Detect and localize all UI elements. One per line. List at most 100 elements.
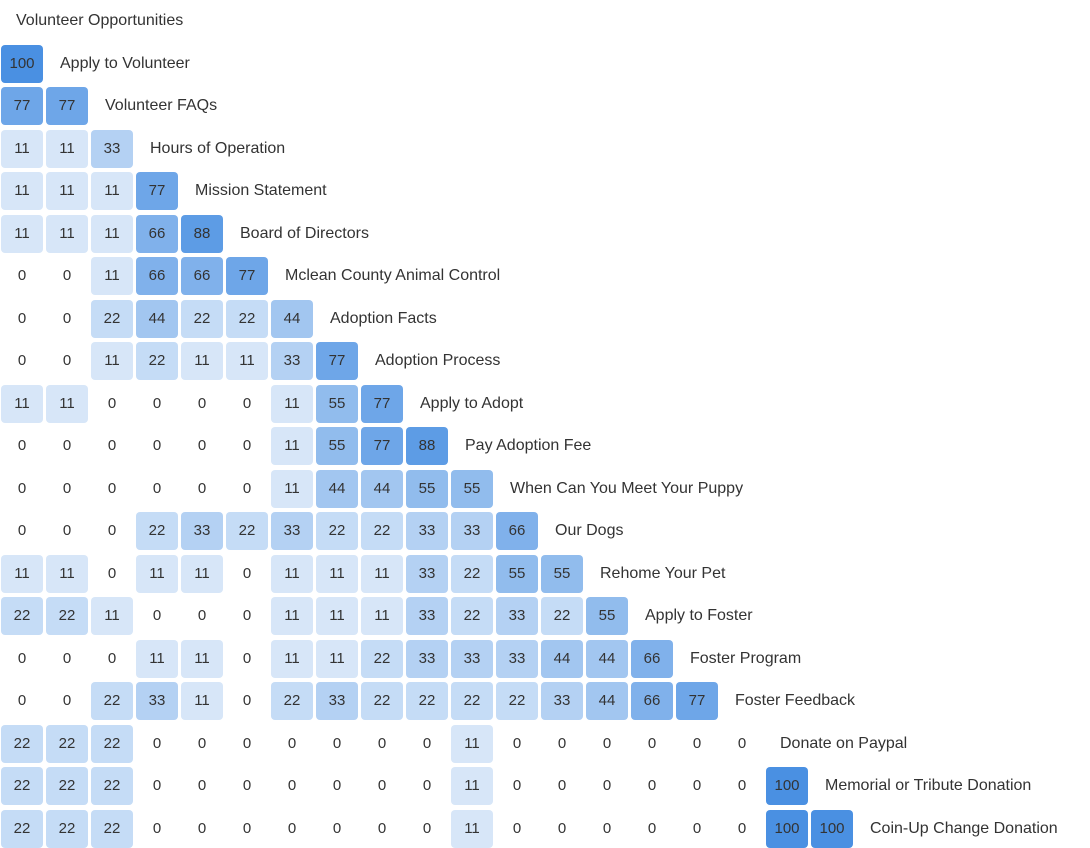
heatmap-cell: 0 — [721, 724, 763, 763]
row-label: Board of Directors — [240, 224, 369, 242]
heatmap-cell: 66 — [136, 257, 178, 295]
heatmap-cell: 11 — [361, 597, 403, 635]
heatmap-cell: 0 — [226, 384, 268, 423]
heatmap-cell: 22 — [226, 299, 268, 338]
heatmap-cell: 11 — [451, 767, 493, 805]
heatmap-cell: 100 — [1, 44, 43, 83]
heatmap-cell: 11 — [1, 554, 43, 593]
heatmap-cell: 88 — [406, 427, 448, 465]
heatmap-cell: 44 — [136, 299, 178, 338]
heatmap-cell: 0 — [1, 682, 43, 720]
heatmap-cell: 44 — [586, 682, 628, 720]
heatmap-cell: 0 — [721, 809, 763, 848]
heatmap-cell: 0 — [91, 427, 133, 465]
heatmap-cell: 0 — [496, 809, 538, 848]
heatmap-cell: 11 — [1, 172, 43, 210]
heatmap-cell: 22 — [406, 682, 448, 720]
heatmap-cell: 22 — [541, 597, 583, 635]
heatmap-cell: 22 — [1, 724, 43, 763]
heatmap-cell: 0 — [1, 427, 43, 465]
heatmap-cell: 0 — [226, 767, 268, 805]
heatmap-cell: 11 — [91, 342, 133, 380]
heatmap-cell: 0 — [361, 724, 403, 763]
heatmap-cell: 0 — [181, 767, 223, 805]
heatmap-cell: 0 — [541, 809, 583, 848]
heatmap-cell: 0 — [271, 724, 313, 763]
row-label: Mission Statement — [195, 182, 327, 199]
heatmap-cell: 11 — [271, 469, 313, 508]
heatmap-cell: 11 — [226, 342, 268, 380]
heatmap-cell: 0 — [406, 809, 448, 848]
heatmap-cell: 22 — [1, 809, 43, 848]
heatmap-cell: 11 — [91, 172, 133, 210]
heatmap-cell: 0 — [46, 639, 88, 678]
heatmap-cell: 0 — [676, 724, 718, 763]
heatmap-cell: 55 — [496, 554, 538, 593]
heatmap-cell: 11 — [1, 214, 43, 253]
heatmap-cell: 33 — [271, 512, 313, 550]
heatmap-cell: 55 — [406, 469, 448, 508]
heatmap-cell: 0 — [1, 257, 43, 295]
heatmap-cell: 0 — [226, 724, 268, 763]
heatmap-cell: 0 — [1, 342, 43, 380]
heatmap-cell: 33 — [316, 682, 358, 720]
heatmap-cell: 0 — [136, 597, 178, 635]
heatmap-cell: 33 — [136, 682, 178, 720]
heatmap-cell: 33 — [451, 512, 493, 550]
heatmap-cell: 22 — [496, 682, 538, 720]
heatmap-cell: 22 — [451, 554, 493, 593]
heatmap-cell: 11 — [271, 427, 313, 465]
heatmap-cell: 0 — [361, 809, 403, 848]
heatmap-cell: 0 — [181, 724, 223, 763]
heatmap-cell: 11 — [181, 554, 223, 593]
heatmap-cell: 22 — [361, 512, 403, 550]
heatmap-cell: 22 — [91, 724, 133, 763]
heatmap-cell: 100 — [766, 767, 808, 805]
heatmap-cell: 0 — [91, 554, 133, 593]
heatmap-cell: 11 — [316, 639, 358, 678]
heatmap-cell: 44 — [361, 469, 403, 508]
heatmap-cell: 22 — [271, 682, 313, 720]
heatmap-cell: 0 — [46, 299, 88, 338]
heatmap-cell: 11 — [316, 554, 358, 593]
heatmap-cell: 33 — [496, 639, 538, 678]
heatmap-cell: 0 — [496, 724, 538, 763]
heatmap-cell: 0 — [46, 512, 88, 550]
heatmap-cell: 0 — [676, 809, 718, 848]
heatmap-cell: 0 — [586, 767, 628, 805]
heatmap-cell: 77 — [316, 342, 358, 380]
heatmap-cell: 0 — [226, 427, 268, 465]
row-label: Foster Program — [690, 649, 802, 667]
heatmap-cell: 0 — [226, 809, 268, 848]
row-label: Volunteer Opportunities — [16, 12, 184, 29]
heatmap-cell: 0 — [91, 512, 133, 550]
heatmap-cell: 22 — [136, 342, 178, 380]
row-label: Apply to Foster — [645, 607, 753, 624]
heatmap-cell: 0 — [181, 597, 223, 635]
heatmap-cell: 22 — [46, 597, 88, 635]
heatmap-cell: 100 — [766, 809, 808, 848]
heatmap-cell: 0 — [541, 724, 583, 763]
heatmap-cell: 33 — [406, 512, 448, 550]
heatmap-cell: 11 — [361, 554, 403, 593]
row-label: Rehome Your Pet — [600, 564, 726, 582]
heatmap-cell: 33 — [406, 639, 448, 678]
heatmap-cell: 22 — [451, 597, 493, 635]
heatmap-cell: 100 — [811, 809, 853, 848]
row-label: Donate on Paypal — [780, 734, 908, 752]
row-label: When Can You Meet Your Puppy — [510, 479, 744, 497]
heatmap-cell: 44 — [541, 639, 583, 678]
heatmap-cell: 11 — [46, 384, 88, 423]
heatmap-cell: 11 — [91, 257, 133, 295]
heatmap-cell: 0 — [406, 724, 448, 763]
heatmap-cell: 33 — [496, 597, 538, 635]
row-label: Apply to Volunteer — [60, 54, 190, 72]
heatmap-cell: 11 — [271, 597, 313, 635]
heatmap-cell: 66 — [631, 639, 673, 678]
heatmap-cell: 0 — [226, 554, 268, 593]
heatmap-cell: 11 — [271, 384, 313, 423]
row-label: Memorial or Tribute Donation — [825, 777, 1032, 794]
heatmap-cell: 0 — [271, 767, 313, 805]
heatmap-cell: 0 — [1, 639, 43, 678]
